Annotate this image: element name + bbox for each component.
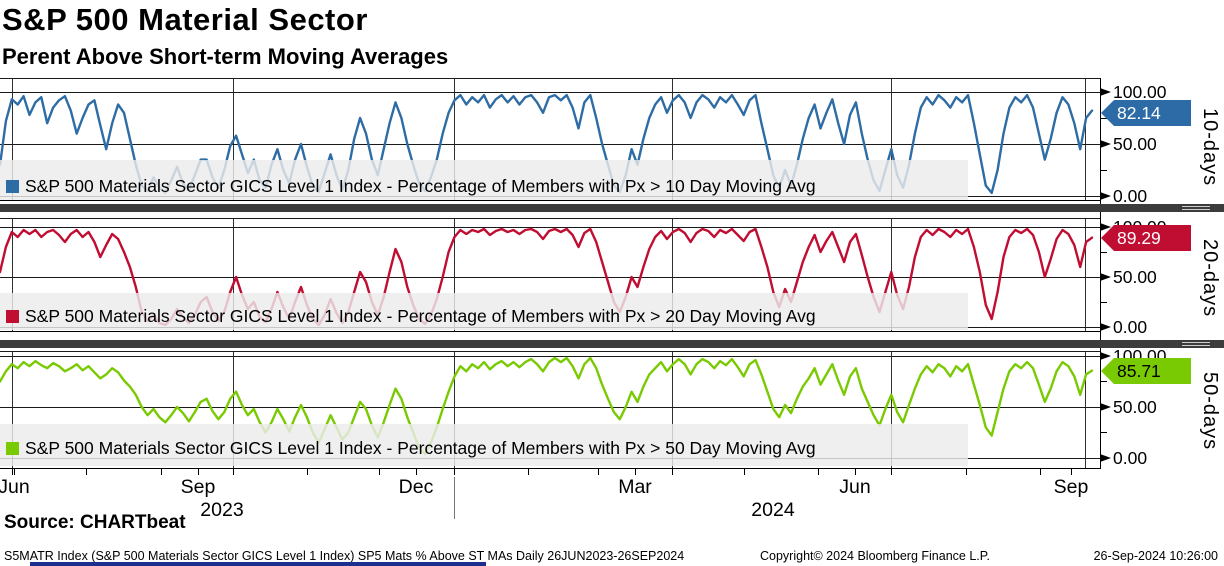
legend-desc: - Percentage of Members with Px > 20 Day…: [386, 306, 816, 326]
legend-20-days: S&P 500 Materials Sector GICS Level 1 In…: [6, 306, 816, 327]
x-axis-tick: [198, 469, 199, 475]
panel-separator: [0, 204, 1224, 212]
x-axis-tick: [416, 469, 417, 475]
ytick-label: 50.00: [1113, 134, 1157, 154]
x-axis-month-label: Jun: [839, 476, 871, 498]
legend-band: [0, 424, 968, 466]
x-axis-tick: [528, 469, 529, 475]
legend-band: [0, 160, 968, 200]
footer-descriptor: S5MATR Index (S&P 500 Materials Sector G…: [4, 549, 685, 563]
legend-swatch-blue-icon: [6, 180, 19, 193]
legend-swatch-green-icon: [6, 442, 19, 455]
panel-axis-label-50-days: 50-days: [1199, 371, 1221, 451]
value-tag-20-days: 89.29: [1101, 225, 1191, 251]
x-axis-tick: [86, 469, 87, 475]
ytick-label: 50.00: [1113, 397, 1157, 417]
ytick-minor: [1100, 170, 1107, 171]
panel-50-days: S&P 500 Materials Sector GICS Level 1 In…: [0, 351, 1100, 468]
legend-desc: - Percentage of Members with Px > 10 Day…: [386, 176, 816, 196]
value-tag-10-days: 82.14: [1101, 100, 1191, 126]
legend-50-days: S&P 500 Materials Sector GICS Level 1 In…: [6, 438, 816, 459]
x-axis-month-label: Dec: [398, 476, 434, 498]
window-edge-strip: [30, 562, 486, 566]
x-axis-tick: [379, 469, 380, 475]
ytick-label: 0.00: [1113, 186, 1148, 206]
value-tag-50-days: 85.71: [1101, 358, 1191, 384]
x-axis-tick: [233, 469, 234, 475]
panel-separator: [0, 340, 1224, 348]
panel-axis-label-20-days: 20-days: [1199, 238, 1221, 318]
ytick-arrow-icon: [1100, 454, 1111, 462]
ytick-minor: [1100, 381, 1107, 382]
panel-axis-label-10-days: 10-days: [1199, 107, 1221, 187]
x-axis-tick: [672, 469, 673, 475]
chart-title: S&P 500 Material Sector: [2, 2, 368, 37]
x-axis-tick: [744, 469, 745, 475]
ytick-minor: [1100, 252, 1107, 253]
x-axis-month-label: Sep: [180, 476, 216, 498]
legend-name: S&P 500 Materials Sector GICS Level 1 In…: [25, 438, 382, 458]
legend-swatch-red-icon: [6, 310, 19, 323]
ytick-arrow-icon: [1100, 192, 1111, 200]
ytick-arrow-icon: [1100, 273, 1111, 281]
panel-20-days: S&P 500 Materials Sector GICS Level 1 In…: [0, 218, 1100, 332]
panel-resize-handle[interactable]: [1182, 341, 1210, 347]
ytick-arrow-icon: [1100, 223, 1111, 231]
legend-name: S&P 500 Materials Sector GICS Level 1 In…: [25, 176, 382, 196]
ytick-label: 0.00: [1113, 448, 1148, 468]
footer-timestamp: 26-Sep-2024 10:26:00: [1093, 549, 1218, 563]
ytick-label: 0.00: [1113, 317, 1148, 337]
x-axis-tick: [598, 469, 599, 475]
footer-copyright: Copyright© 2024 Bloomberg Finance L.P.: [760, 549, 990, 563]
ytick-arrow-icon: [1100, 403, 1111, 411]
x-axis-month-label: Jun: [0, 476, 30, 498]
x-axis-tick: [855, 469, 856, 475]
ytick-arrow-icon: [1100, 140, 1111, 148]
x-axis-tick: [161, 469, 162, 475]
ytick-arrow-icon: [1100, 88, 1111, 96]
x-axis-tick: [14, 469, 15, 475]
x-axis-line: [0, 468, 1101, 469]
chart-subtitle: Perent Above Short-term Moving Averages: [2, 44, 449, 69]
x-axis-tick: [818, 469, 819, 475]
ytick-minor: [1100, 118, 1107, 119]
legend-desc: - Percentage of Members with Px > 50 Day…: [386, 438, 816, 458]
ytick-minor: [1100, 302, 1107, 303]
x-axis-tick: [307, 469, 308, 475]
ytick-arrow-icon: [1100, 352, 1111, 360]
panel-10-days: S&P 500 Materials Sector GICS Level 1 In…: [0, 78, 1100, 201]
source-label: Source: CHARTbeat: [4, 512, 186, 533]
x-axis-tick: [12, 469, 13, 475]
ytick-arrow-icon: [1100, 323, 1111, 331]
x-axis-tick: [454, 469, 455, 475]
x-axis-tick: [635, 469, 636, 475]
x-axis-tick: [1071, 469, 1072, 475]
x-axis-tick: [891, 469, 892, 475]
year-divider-line: [454, 477, 455, 519]
ytick-label: 100.00: [1113, 82, 1167, 102]
x-axis-month-label: Mar: [618, 476, 652, 498]
x-axis-tick: [966, 469, 967, 475]
legend-band: [0, 293, 968, 330]
x-axis-year-label: 2024: [751, 499, 795, 521]
ytick-minor: [1100, 432, 1107, 433]
ytick-label: 50.00: [1113, 267, 1157, 287]
x-axis-month-label: Sep: [1053, 476, 1089, 498]
panel-resize-handle[interactable]: [1182, 205, 1210, 211]
legend-10-days: S&P 500 Materials Sector GICS Level 1 In…: [6, 176, 816, 197]
x-axis-tick: [1040, 469, 1041, 475]
x-axis-year-label: 2023: [200, 499, 244, 521]
legend-name: S&P 500 Materials Sector GICS Level 1 In…: [25, 306, 382, 326]
